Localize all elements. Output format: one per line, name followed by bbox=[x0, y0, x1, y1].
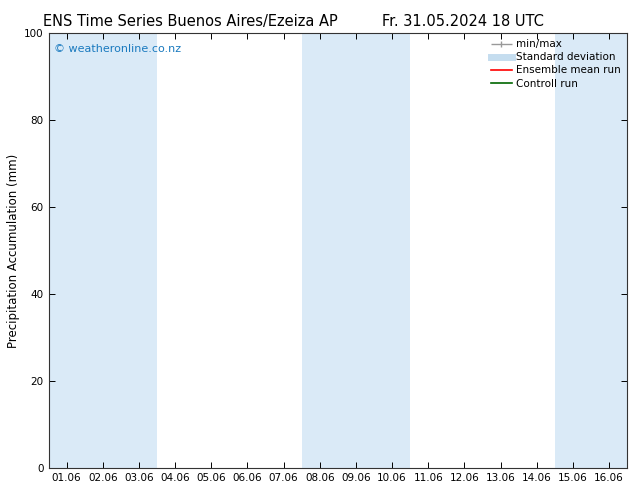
Bar bbox=[49, 33, 157, 468]
Text: © weatheronline.co.nz: © weatheronline.co.nz bbox=[55, 44, 181, 54]
Text: ENS Time Series Buenos Aires/Ezeiza AP: ENS Time Series Buenos Aires/Ezeiza AP bbox=[43, 14, 337, 29]
Text: Fr. 31.05.2024 18 UTC: Fr. 31.05.2024 18 UTC bbox=[382, 14, 544, 29]
Legend: min/max, Standard deviation, Ensemble mean run, Controll run: min/max, Standard deviation, Ensemble me… bbox=[487, 35, 625, 93]
Bar bbox=[555, 33, 627, 468]
Bar bbox=[302, 33, 410, 468]
Y-axis label: Precipitation Accumulation (mm): Precipitation Accumulation (mm) bbox=[7, 153, 20, 348]
